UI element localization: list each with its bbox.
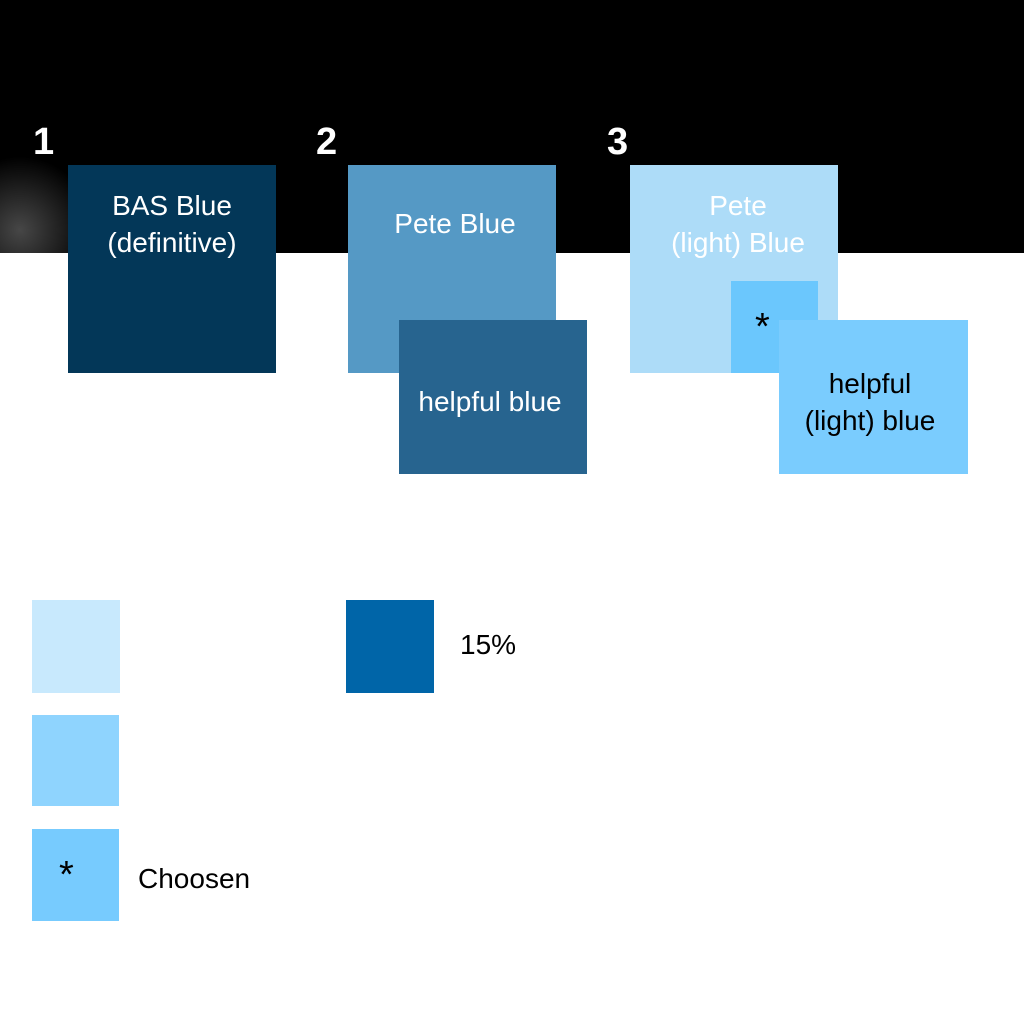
fifteen-percent-label: 15% <box>460 629 517 660</box>
group-2-number: 2 <box>316 121 338 163</box>
helpful-blue-swatch: helpful blue <box>399 320 587 474</box>
light-blue-swatch <box>32 715 119 806</box>
chosen-blue-swatch: * <box>32 829 119 921</box>
group-1-number: 1 <box>33 121 55 163</box>
bas-blue-label: BAS Blue (definitive) <box>107 190 237 258</box>
helpful-light-blue-swatch: helpful (light) blue <box>779 320 968 474</box>
pete-light-blue-label: Pete (light) Blue <box>671 190 805 258</box>
bas-blue-swatch: BAS Blue (definitive) <box>68 165 276 373</box>
chosen-asterisk: * <box>755 306 770 348</box>
pete-blue-label: Pete Blue <box>394 208 516 239</box>
fifteen-percent-swatch <box>346 600 434 693</box>
group-3-number: 3 <box>607 121 629 163</box>
lightest-blue-swatch <box>32 600 120 693</box>
chosen-legend-asterisk: * <box>59 854 74 896</box>
helpful-light-blue-label: helpful (light) blue <box>804 368 936 436</box>
chosen-label: Choosen <box>138 863 251 894</box>
helpful-blue-label: helpful blue <box>418 386 562 417</box>
